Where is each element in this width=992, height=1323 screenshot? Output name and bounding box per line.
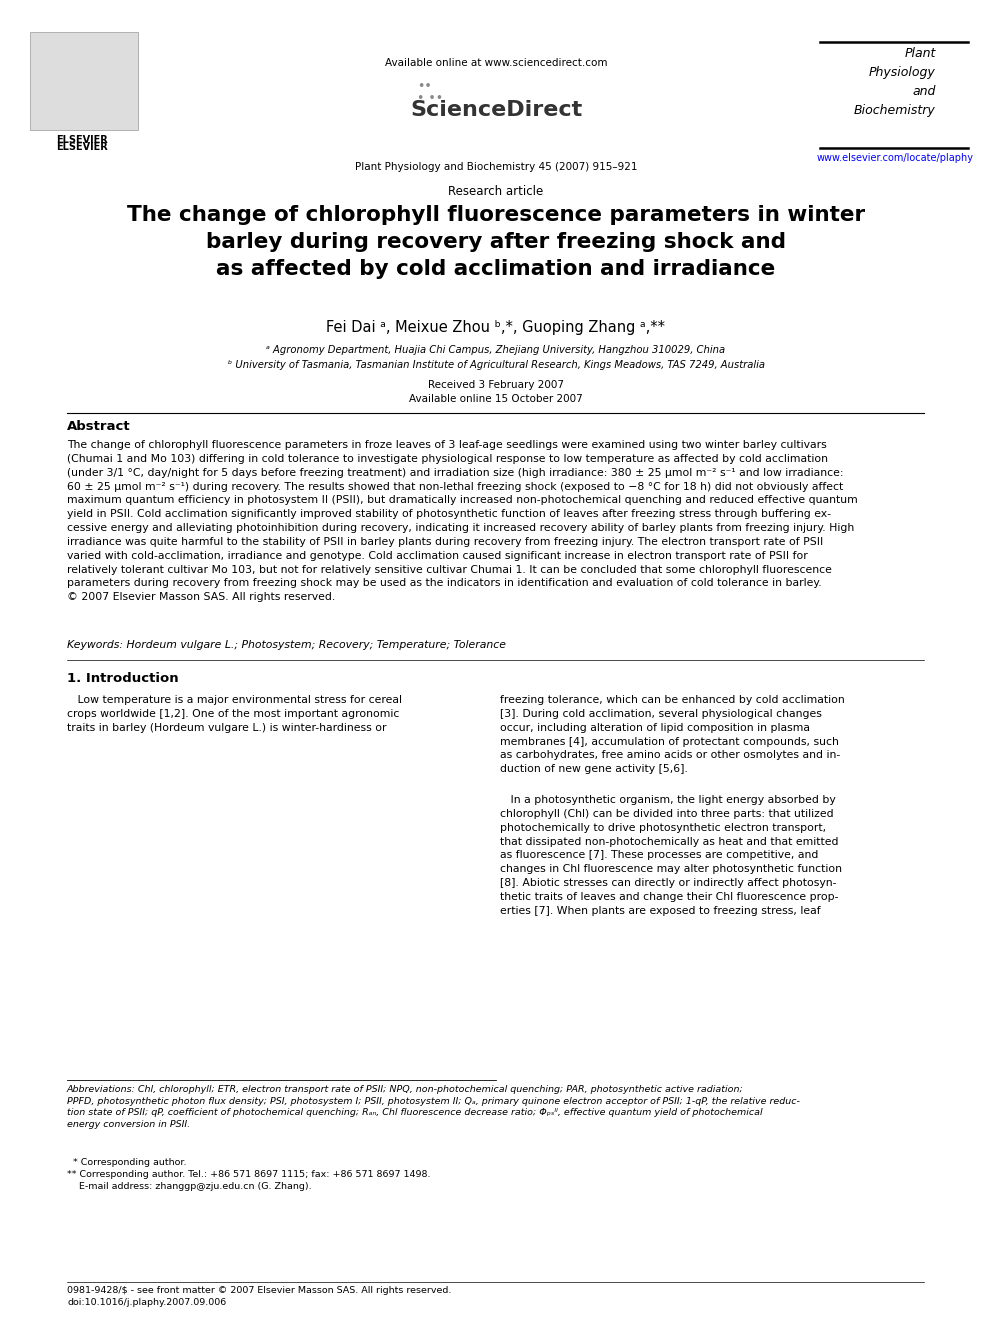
- Text: E-mail address: zhanggp@zju.edu.cn (G. Zhang).: E-mail address: zhanggp@zju.edu.cn (G. Z…: [67, 1181, 311, 1191]
- Text: ELSEVIER: ELSEVIER: [57, 135, 108, 146]
- Bar: [30, 32, 138, 130]
- Text: 0981-9428/$ - see front matter © 2007 Elsevier Masson SAS. All rights reserved.: 0981-9428/$ - see front matter © 2007 El…: [67, 1286, 451, 1295]
- Text: ** Corresponding author. Tel.: +86 571 8697 1115; fax: +86 571 8697 1498.: ** Corresponding author. Tel.: +86 571 8…: [67, 1170, 431, 1179]
- Text: ••
• ••: •• • ••: [417, 79, 443, 105]
- Text: The change of chlorophyll fluorescence parameters in froze leaves of 3 leaf-age : The change of chlorophyll fluorescence p…: [67, 441, 858, 602]
- Text: Research article: Research article: [448, 185, 544, 198]
- Text: In a photosynthetic organism, the light energy absorbed by
chlorophyll (Chl) can: In a photosynthetic organism, the light …: [500, 795, 842, 916]
- Text: ᵇ University of Tasmania, Tasmanian Institute of Agricultural Research, Kings Me: ᵇ University of Tasmania, Tasmanian Inst…: [227, 360, 765, 370]
- Text: Keywords: Hordeum vulgare L.; Photosystem; Recovery; Temperature; Tolerance: Keywords: Hordeum vulgare L.; Photosyste…: [67, 640, 506, 650]
- Text: Low temperature is a major environmental stress for cereal
crops worldwide [1,2]: Low temperature is a major environmental…: [67, 695, 402, 733]
- Text: Plant
Physiology
and
Biochemistry: Plant Physiology and Biochemistry: [854, 48, 935, 116]
- Text: doi:10.1016/j.plaphy.2007.09.006: doi:10.1016/j.plaphy.2007.09.006: [67, 1298, 226, 1307]
- Text: Fei Dai ᵃ, Meixue Zhou ᵇ,*, Guoping Zhang ᵃ,**: Fei Dai ᵃ, Meixue Zhou ᵇ,*, Guoping Zhan…: [326, 320, 666, 335]
- Text: Received 3 February 2007: Received 3 February 2007: [428, 380, 564, 390]
- Text: freezing tolerance, which can be enhanced by cold acclimation
[3]. During cold a: freezing tolerance, which can be enhance…: [500, 695, 845, 774]
- Text: Available online at www.sciencedirect.com: Available online at www.sciencedirect.co…: [385, 58, 607, 67]
- Text: Abbreviations: Chl, chlorophyll; ETR, electron transport rate of PSII; NPQ, non-: Abbreviations: Chl, chlorophyll; ETR, el…: [67, 1085, 800, 1129]
- Text: * Corresponding author.: * Corresponding author.: [67, 1158, 186, 1167]
- Text: Plant Physiology and Biochemistry 45 (2007) 915–921: Plant Physiology and Biochemistry 45 (20…: [355, 161, 637, 172]
- Text: The change of chlorophyll fluorescence parameters in winter
barley during recove: The change of chlorophyll fluorescence p…: [127, 205, 865, 279]
- Text: Abstract: Abstract: [67, 419, 131, 433]
- Text: 1. Introduction: 1. Introduction: [67, 672, 179, 685]
- Text: ᵃ Agronomy Department, Huajia Chi Campus, Zhejiang University, Hangzhou 310029, : ᵃ Agronomy Department, Huajia Chi Campus…: [267, 345, 725, 355]
- Text: www.elsevier.com/locate/plaphy: www.elsevier.com/locate/plaphy: [816, 153, 973, 163]
- Text: ScienceDirect: ScienceDirect: [410, 101, 582, 120]
- Text: Available online 15 October 2007: Available online 15 October 2007: [409, 394, 583, 404]
- Text: ELSEVIER: ELSEVIER: [57, 142, 108, 152]
